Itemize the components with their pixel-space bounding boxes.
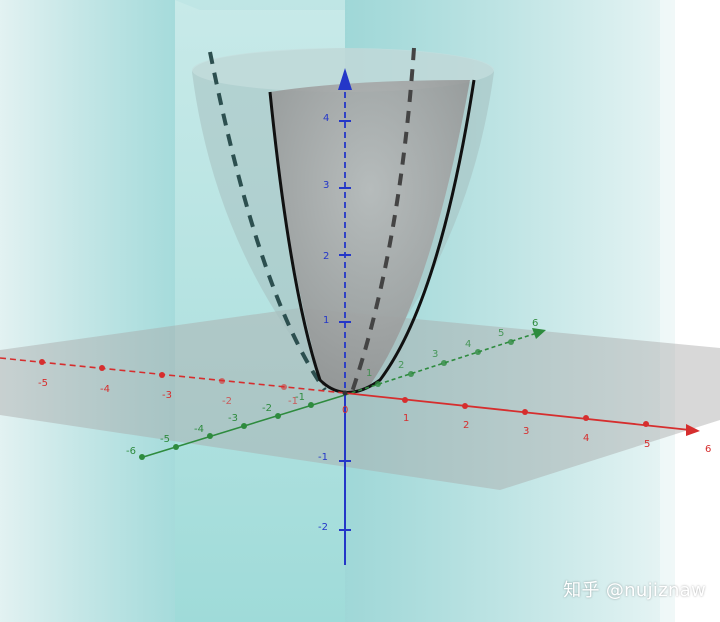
origin-point [342, 390, 348, 396]
y-tick-label: -5 [160, 434, 170, 445]
watermark: 知乎 @nujiznaw [563, 580, 706, 601]
z-tick-label: -1 [318, 452, 328, 463]
x-axis-ticks [39, 359, 649, 427]
y-axis-line-back [344, 331, 541, 396]
plane-fade-right [660, 0, 720, 622]
parabola-curve[interactable] [268, 79, 476, 394]
z-tick-label: 2 [323, 251, 329, 262]
y-tick-label: -2 [262, 403, 272, 414]
xy-plane [0, 308, 720, 490]
z-axis-arrow [338, 68, 352, 90]
x-tick-label: 4 [583, 433, 589, 444]
x-tick-label: -4 [100, 384, 110, 395]
y-tick-label: -4 [194, 424, 204, 435]
x-tick-label: 1 [403, 413, 409, 424]
x-tick-label: -3 [162, 390, 172, 401]
z-tick-label: 1 [323, 315, 329, 326]
y-tick-label: -1 [295, 392, 305, 403]
z-tick-label: 3 [323, 180, 329, 191]
y-tick-label: 4 [465, 339, 471, 350]
z-tick-label: -2 [318, 522, 328, 533]
y-tick-label: 2 [398, 360, 404, 371]
z-tick-label: 4 [323, 113, 329, 124]
y-axis-arrow [532, 328, 546, 339]
z-axis-ticks [339, 120, 351, 531]
y-tick-label: 6 [532, 318, 538, 329]
dashed-curve-right [350, 47, 416, 393]
y-tick-label: 1 [366, 368, 372, 379]
x-axis-arrow [686, 424, 700, 436]
y-tick-label: 3 [432, 349, 438, 360]
back-plane-left [0, 0, 175, 622]
x-tick-label: -5 [38, 378, 48, 389]
plane-top-edge [175, 0, 345, 10]
x-tick-label: 0 [342, 405, 348, 416]
x-tick-label: 3 [523, 426, 529, 437]
parabola-bowl [270, 80, 470, 393]
y-axis-ticks [139, 339, 514, 460]
y-tick-label: -3 [228, 413, 238, 424]
x-tick-label: 2 [463, 420, 469, 431]
x-tick-label: 5 [644, 439, 650, 450]
y-tick-label: 5 [498, 328, 504, 339]
x-tick-label: -1 [288, 396, 298, 407]
y-tick-label: -6 [126, 446, 136, 457]
x-tick-label: -2 [222, 396, 232, 407]
dashed-curve-left [208, 51, 327, 392]
x-tick-label: 6 [705, 444, 711, 455]
x-axis-line-back [0, 357, 346, 394]
